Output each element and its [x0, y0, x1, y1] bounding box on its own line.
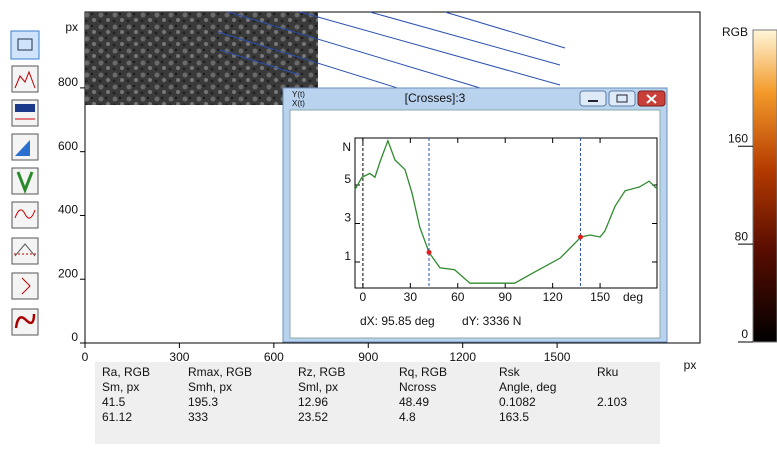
table-cell: 195.3 [188, 395, 218, 409]
window-title: [Crosses]:3 [405, 91, 466, 105]
table-cell: Sm, px [102, 380, 139, 394]
table-cell: Ncross [399, 380, 436, 394]
table-cell: Rq, RGB [399, 365, 447, 379]
y-tick-label: 600 [58, 139, 78, 153]
y-unit: N [342, 140, 351, 154]
table-cell: 41.5 [102, 395, 126, 409]
x-tick-label: 30 [404, 290, 418, 304]
x-tick-label: 0 [82, 350, 89, 364]
table-cell: Ra, RGB [102, 365, 150, 379]
tool-profile[interactable] [12, 66, 38, 92]
x-tick-label: 90 [499, 290, 513, 304]
readout: dY: 3336 N [462, 314, 521, 328]
toolbar [11, 31, 39, 335]
colorbar-label: RGB [722, 25, 748, 39]
y-tick-label: 5 [344, 172, 351, 186]
colorbar-tick-label: 160 [728, 131, 748, 145]
table-cell: Smh, px [188, 380, 232, 394]
table-cell: 12.96 [298, 395, 328, 409]
y-tick-label: 0 [71, 330, 78, 344]
table-cell: 4.8 [399, 410, 416, 424]
y-tick-label: 200 [58, 266, 78, 280]
table-cell: Rmax, RGB [188, 365, 252, 379]
y-tick-label: 1 [344, 249, 351, 263]
stats-panel [95, 362, 660, 444]
table-cell: 333 [188, 410, 208, 424]
x-tick-label: 150 [590, 290, 610, 304]
table-cell: Angle, deg [499, 380, 556, 394]
table-cell: 23.52 [298, 410, 328, 424]
x-tick-label: 0 [360, 290, 367, 304]
tool-level[interactable] [12, 238, 38, 264]
tool-freehand[interactable] [12, 309, 38, 335]
x-tick-label: 60 [451, 290, 465, 304]
table-cell: 2.103 [597, 395, 627, 409]
table-cell: Rsk [499, 365, 521, 379]
window-icon: Y(t) [292, 90, 305, 99]
cursor-point [578, 234, 583, 239]
x-unit: deg [623, 290, 643, 304]
y-unit: px [65, 20, 78, 34]
table-cell: Rz, RGB [298, 365, 345, 379]
table-cell: 61.12 [102, 410, 132, 424]
table-cell: Rku [597, 365, 618, 379]
tool-select[interactable] [11, 31, 39, 59]
app: 0300600900120015000200400600800pxpx Y(t)… [0, 0, 777, 459]
table-cell: 48.49 [399, 395, 429, 409]
table-cell: 0.1082 [499, 395, 536, 409]
tool-arrow[interactable] [12, 273, 38, 299]
colorbar-tick-label: 80 [735, 229, 749, 243]
y-tick-label: 400 [58, 203, 78, 217]
minimize-button[interactable] [580, 91, 606, 106]
table-cell: 163.5 [499, 410, 529, 424]
y-tick-label: 800 [58, 75, 78, 89]
table-cell: Sml, px [298, 380, 338, 394]
y-tick-label: 3 [344, 211, 351, 225]
cursor-point [426, 250, 431, 255]
colorbar-tick-label: 0 [741, 327, 748, 341]
readout: dX: 95.85 deg [360, 314, 435, 328]
tool-measure[interactable] [12, 100, 38, 126]
window-icon: X(t) [292, 99, 305, 108]
x-tick-label: 120 [543, 290, 563, 304]
x-unit: px [684, 358, 697, 372]
colorbar [753, 30, 777, 342]
maximize-button[interactable] [609, 91, 635, 106]
